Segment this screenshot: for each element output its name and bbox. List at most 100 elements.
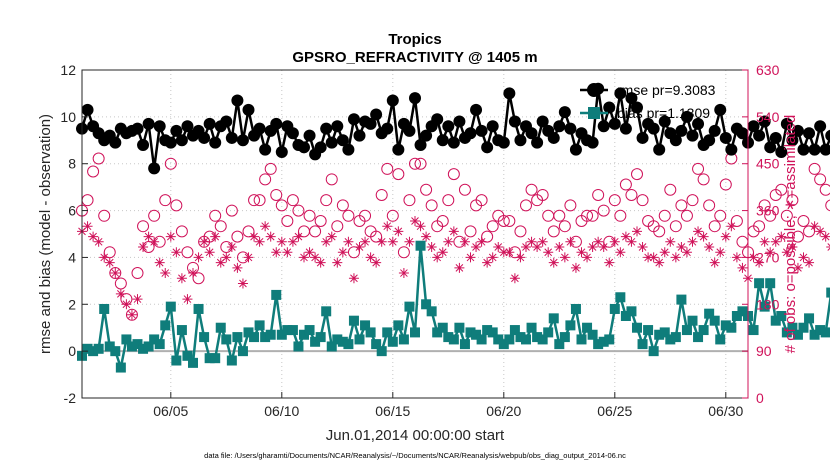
assimilated-obs-point [110,268,121,279]
rmse-point [164,136,177,149]
legend-rmse-label: rmse pr=9.3083 [617,82,716,98]
rmse-point [270,117,283,130]
bias-point [504,334,515,345]
y-tick-label: 6 [68,203,76,219]
possible-obs-point [697,173,710,186]
possible-obs-point [736,235,749,248]
assimilated-obs-point [243,252,254,263]
bias-point [160,320,171,331]
bias-point [204,353,215,364]
possible-obs-point [314,214,327,227]
y-tick-label: 8 [68,156,76,172]
assimilated-obs-point [304,247,315,258]
bias-point [693,332,704,343]
possible-obs-point [631,168,643,181]
assimilated-obs-point [249,231,260,242]
assimilated-obs-point [804,257,815,268]
rmse-point [209,136,222,149]
rmse-point [470,103,483,116]
rmse-point [203,117,216,130]
bias-point [110,346,121,357]
assimilated-obs-point [459,236,470,247]
rmse-point [725,143,738,156]
assimilated-obs-point [126,309,137,320]
bias-point [104,341,115,352]
assimilated-obs-point [143,231,154,242]
rmse-point [508,115,521,128]
rmse-point [636,131,649,144]
assimilated-obs-point [376,236,387,247]
y-right-tick-label: 450 [756,156,780,172]
bias-point [498,339,509,350]
bias-point [543,327,554,338]
assimilated-obs-point [282,247,293,258]
rmse-point [658,115,671,128]
assimilated-obs-point [237,278,248,289]
bias-point [659,327,670,338]
rmse-point [303,129,316,142]
bias-point [404,301,415,312]
assimilated-obs-point [643,252,654,263]
possible-obs-point [564,199,577,212]
assimilated-obs-point [321,236,332,247]
possible-obs-point [653,225,666,238]
y-tick-label: 12 [60,62,76,78]
bias-point [643,325,654,336]
possible-obs-point [87,165,100,178]
possible-obs-point [619,178,632,191]
bias-point [620,311,631,321]
assimilated-obs-point [265,231,276,242]
assimilated-obs-point [748,252,759,263]
rmse-point [758,115,771,128]
bias-point [798,322,809,333]
bias-point [792,329,803,340]
bias-point [176,325,187,336]
rmse-point [686,129,699,142]
bias-point [709,315,720,326]
possible-obs-point [109,267,122,280]
possible-obs-point [381,162,394,175]
assimilated-obs-point [582,252,593,263]
possible-obs-point [181,246,194,259]
rmse-point [808,143,821,156]
assimilated-obs-point [709,257,720,268]
possible-obs-point [775,183,788,196]
possible-obs-point [92,152,105,165]
assimilated-obs-point [515,252,526,263]
possible-obs-point [270,188,283,201]
bias-point [765,278,776,289]
assimilated-obs-point [698,231,709,242]
bias-point [704,308,715,319]
possible-obs-point [281,214,294,227]
bias-point [670,332,681,343]
bias-point [487,327,498,338]
possible-obs-point [503,214,516,227]
assimilated-obs-point [299,252,309,263]
assimilated-obs-point [681,247,692,258]
y-tick-label: -2 [64,390,77,406]
bias-point [121,334,132,345]
rmse-point [819,143,830,156]
possible-obs-point [442,194,455,207]
assimilated-obs-point [443,236,454,247]
bias-point [226,355,237,366]
assimilated-obs-point [421,231,432,242]
assimilated-obs-point [371,257,382,268]
rmse-point [775,146,788,158]
bias-point [598,336,609,347]
bias-point [88,346,99,357]
bias-point [371,339,382,350]
bias-point [354,334,365,345]
assimilated-obs-point [498,247,509,258]
possible-obs-point [553,209,566,222]
rmse-point [475,124,488,137]
rmse-point [764,141,777,154]
rmse-point [320,122,333,135]
bias-series [77,240,830,373]
bias-point [731,311,742,321]
bias-point [343,339,354,350]
assimilated-obs-point [759,236,770,247]
assimilated-obs-point [454,262,465,273]
possible-obs-point [520,199,532,212]
bias-point [770,315,781,326]
